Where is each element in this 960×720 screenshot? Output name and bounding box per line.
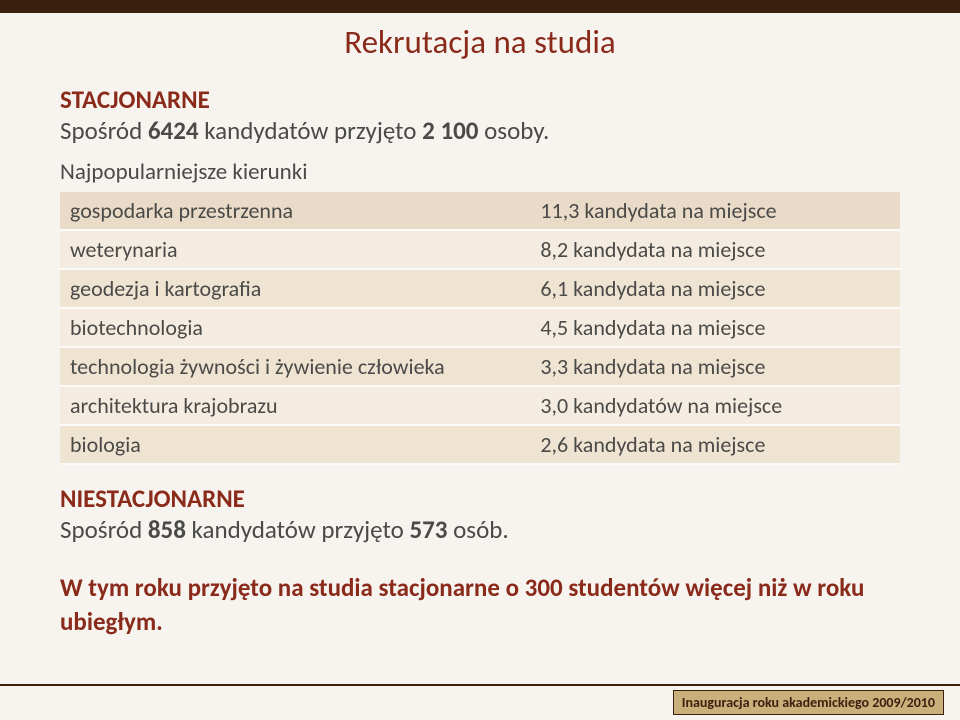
stationary-applicants: 6424 [148,115,199,146]
nonstationary-admitted: 573 [409,514,447,545]
cell-course: technologia żywności i żywienie człowiek… [60,347,530,386]
popular-courses-table: gospodarka przestrzenna 11,3 kandydata n… [60,192,900,465]
stationary-heading: STACJONARNE [60,84,900,115]
cell-ratio: 3,0 kandydatów na miejsce [530,386,900,425]
table-row: biologia 2,6 kandydata na miejsce [60,425,900,464]
cell-ratio: 4,5 kandydata na miejsce [530,308,900,347]
nonstationary-applicants: 858 [148,514,186,545]
cell-course: architektura krajobrazu [60,386,530,425]
table-row: architektura krajobrazu 3,0 kandydatów n… [60,386,900,425]
cell-course: biotechnologia [60,308,530,347]
txt: Spośród [60,514,148,545]
table-row: weterynaria 8,2 kandydata na miejsce [60,230,900,269]
txt: kandydatów przyjęto [199,115,423,146]
table-row: biotechnologia 4,5 kandydata na miejsce [60,308,900,347]
txt: osoby. [478,115,549,146]
txt: kandydatów przyjęto [186,514,410,545]
table-row: geodezja i kartografia 6,1 kandydata na … [60,269,900,308]
txt: Spośród [60,115,148,146]
cell-ratio: 8,2 kandydata na miejsce [530,230,900,269]
slide-content: Rekrutacja na studia STACJONARNE Spośród… [0,0,960,639]
cell-ratio: 2,6 kandydata na miejsce [530,425,900,464]
cell-ratio: 6,1 kandydata na miejsce [530,269,900,308]
page-title: Rekrutacja na studia [60,22,900,62]
table-row: technologia żywności i żywienie człowiek… [60,347,900,386]
cell-course: biologia [60,425,530,464]
table-head-c1: gospodarka przestrzenna [60,192,530,230]
table-caption: Najpopularniejsze kierunki [60,158,900,186]
nonstationary-block: NIESTACJONARNE Spośród 858 kandydatów pr… [60,483,900,545]
top-band [0,0,960,13]
table-head-c2: 11,3 kandydata na miejsce [530,192,900,230]
cell-course: geodezja i kartografia [60,269,530,308]
summary-text: W tym roku przyjęto na studia stacjonarn… [60,571,900,639]
nonstationary-subline: Spośród 858 kandydatów przyjęto 573 osób… [60,514,900,545]
cell-course: weterynaria [60,230,530,269]
footer-label: Inauguracja roku akademickiego 2009/2010 [673,690,944,715]
stationary-admitted: 2 100 [422,115,478,146]
cell-ratio: 3,3 kandydata na miejsce [530,347,900,386]
stationary-block: STACJONARNE Spośród 6424 kandydatów przy… [60,84,900,146]
txt: osób. [447,514,508,545]
footer-bar: Inauguracja roku akademickiego 2009/2010 [0,684,960,720]
stationary-subline: Spośród 6424 kandydatów przyjęto 2 100 o… [60,115,900,146]
nonstationary-heading: NIESTACJONARNE [60,483,900,514]
table-head-row: gospodarka przestrzenna 11,3 kandydata n… [60,192,900,230]
